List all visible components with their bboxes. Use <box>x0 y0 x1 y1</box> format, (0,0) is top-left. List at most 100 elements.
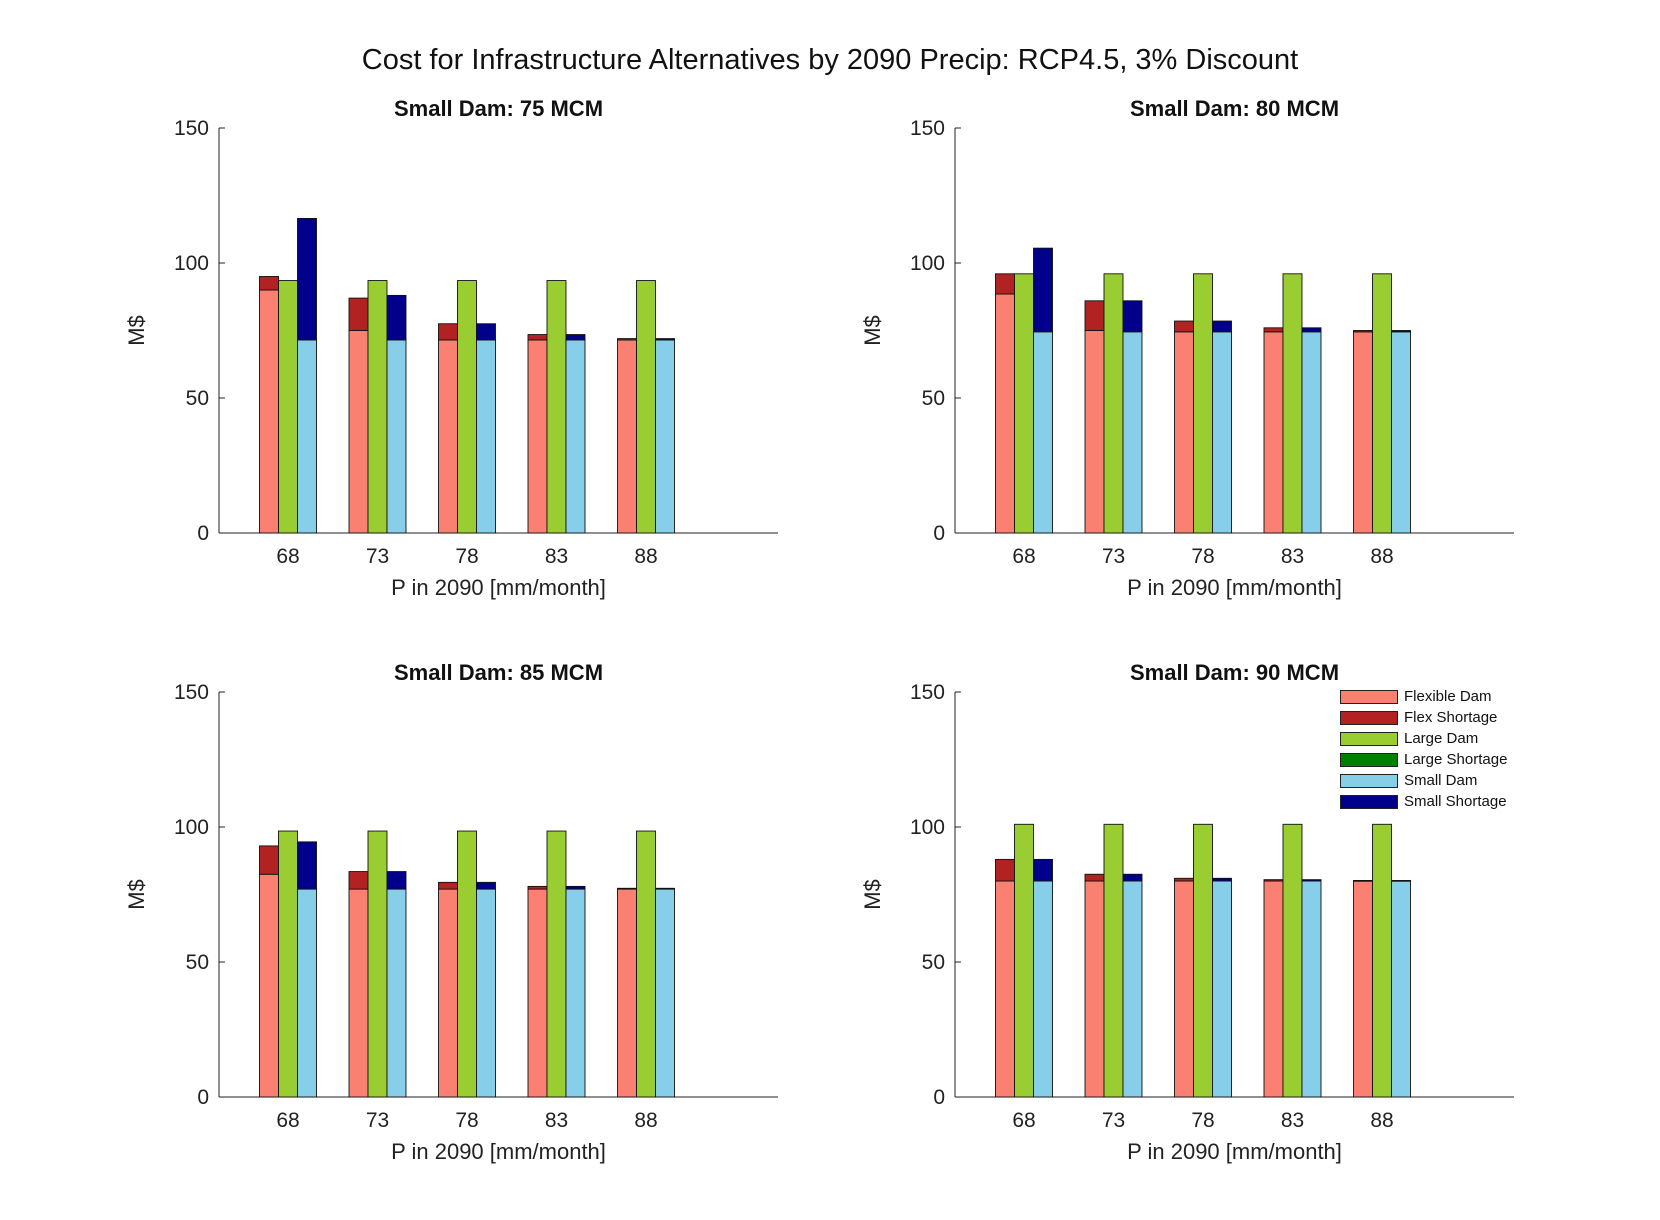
bar-flex-shortage <box>259 276 279 291</box>
bar-flex-shortage <box>527 334 548 341</box>
bar-flexible-dam <box>1263 880 1284 1098</box>
bar-flex-shortage <box>995 858 1015 882</box>
bar-flexible-dam <box>259 289 279 534</box>
x-tick-label: 88 <box>634 545 657 568</box>
bar-flex-shortage <box>1353 880 1373 882</box>
y-tick-label: 100 <box>910 252 945 275</box>
bar-flex-shortage <box>1174 877 1194 882</box>
legend-item: Small Shortage <box>1340 791 1507 812</box>
bar-small-dam <box>565 888 586 1098</box>
legend-label: Flexible Dam <box>1404 688 1492 705</box>
bar-large-dam <box>367 830 388 1098</box>
bar-small-shortage <box>565 885 586 890</box>
bar-flexible-dam <box>1174 331 1194 534</box>
bar-flexible-dam <box>1353 331 1373 534</box>
bar-small-dam <box>476 339 496 534</box>
x-tick-label: 83 <box>545 545 568 568</box>
bar-large-dam <box>278 280 298 534</box>
bar-small-dam <box>476 888 496 1098</box>
legend-item: Flexible Dam <box>1340 686 1507 707</box>
bar-small-dam <box>1033 331 1053 534</box>
bar-large-dam <box>278 830 298 1098</box>
bar-small-shortage <box>386 871 407 890</box>
bar-large-dam <box>546 830 567 1098</box>
bar-small-shortage <box>1122 300 1143 333</box>
x-tick-label: 83 <box>1281 545 1304 568</box>
bar-small-dam <box>297 339 317 534</box>
bar-small-dam <box>386 339 407 534</box>
figure-title: Cost for Infrastructure Alternatives by … <box>361 44 1299 76</box>
y-tick-label: 0 <box>197 1086 209 1109</box>
x-tick-label: 73 <box>366 545 389 568</box>
bar-flex-shortage <box>527 885 548 890</box>
bar-flex-shortage <box>1263 327 1284 333</box>
legend-swatch-large-dam <box>1340 731 1398 746</box>
bar-large-dam <box>1103 273 1124 534</box>
y-axis-label: M$ <box>124 315 149 346</box>
legend-label: Small Shortage <box>1404 793 1507 810</box>
legend-item: Flex Shortage <box>1340 707 1507 728</box>
bar-flex-shortage <box>617 887 637 890</box>
bar-large-dam <box>1193 823 1213 1098</box>
panel-title: Small Dam: 85 MCM <box>394 660 603 685</box>
y-tick-label: 50 <box>186 387 209 410</box>
panel-title: Small Dam: 75 MCM <box>394 96 603 121</box>
bar-flex-shortage <box>1084 300 1105 331</box>
bar-small-dam <box>565 339 586 534</box>
x-tick-label: 68 <box>1012 1109 1035 1132</box>
y-tick-label: 0 <box>197 522 209 545</box>
legend-swatch-flexible-dam <box>1340 689 1398 704</box>
y-tick-label: 150 <box>174 681 209 704</box>
bar-small-shortage <box>297 217 317 341</box>
bar-small-shortage <box>297 841 317 890</box>
y-tick-label: 100 <box>174 252 209 275</box>
bar-small-shortage <box>655 338 675 341</box>
x-tick-label: 68 <box>1012 545 1035 568</box>
chart-panel: 0 50 100 150 68 73 78 83 88 Small Dam: 80 MCM P in… <box>860 96 1514 600</box>
bar-flexible-dam <box>348 330 369 534</box>
bar-small-dam <box>655 888 675 1098</box>
bar-small-shortage <box>1033 858 1053 882</box>
bar-large-dam <box>367 280 388 534</box>
bar-flex-shortage <box>259 845 279 875</box>
x-tick-label: 78 <box>455 1109 478 1132</box>
bar-small-dam <box>655 339 675 534</box>
y-tick-label: 50 <box>922 387 945 410</box>
y-tick-label: 100 <box>910 816 945 839</box>
x-axis-label: P in 2090 [mm/month] <box>1127 1139 1342 1164</box>
x-tick-label: 73 <box>1102 545 1125 568</box>
bar-flexible-dam <box>348 888 369 1098</box>
chart-panel: 0 50 100 150 68 73 78 83 88 Small Dam: 75 MCM P in… <box>124 96 778 600</box>
y-tick-label: 150 <box>174 117 209 140</box>
bar-flexible-dam <box>1084 880 1105 1098</box>
bar-flexible-dam <box>1084 330 1105 534</box>
bar-flex-shortage <box>438 323 458 341</box>
legend-label: Large Dam <box>1404 730 1479 747</box>
x-tick-label: 88 <box>1370 545 1393 568</box>
bar-large-dam <box>1372 823 1392 1098</box>
bar-large-dam <box>636 280 656 534</box>
bar-small-dam <box>1391 880 1411 1098</box>
bar-flex-shortage <box>348 297 369 331</box>
bar-large-dam <box>1282 273 1303 534</box>
bar-large-dam <box>1103 823 1124 1098</box>
bar-flexible-dam <box>438 339 458 534</box>
y-tick-label: 150 <box>910 117 945 140</box>
y-tick-label: 0 <box>933 522 945 545</box>
bar-flexible-dam <box>527 339 548 534</box>
bar-large-dam <box>1193 273 1213 534</box>
bar-flex-shortage <box>1174 320 1194 333</box>
bar-small-dam <box>1391 331 1411 534</box>
x-tick-label: 68 <box>276 1109 299 1132</box>
legend-swatch-flex-shortage <box>1340 710 1398 725</box>
bar-small-shortage <box>1391 330 1411 333</box>
bar-small-dam <box>1212 331 1232 534</box>
x-tick-label: 88 <box>634 1109 657 1132</box>
x-tick-label: 68 <box>276 545 299 568</box>
legend-item: Large Shortage <box>1340 749 1507 770</box>
bar-flex-shortage <box>438 881 458 890</box>
y-axis-label: M$ <box>860 315 885 346</box>
bar-flex-shortage <box>1353 330 1373 333</box>
x-tick-label: 78 <box>455 545 478 568</box>
bar-flexible-dam <box>1174 880 1194 1098</box>
